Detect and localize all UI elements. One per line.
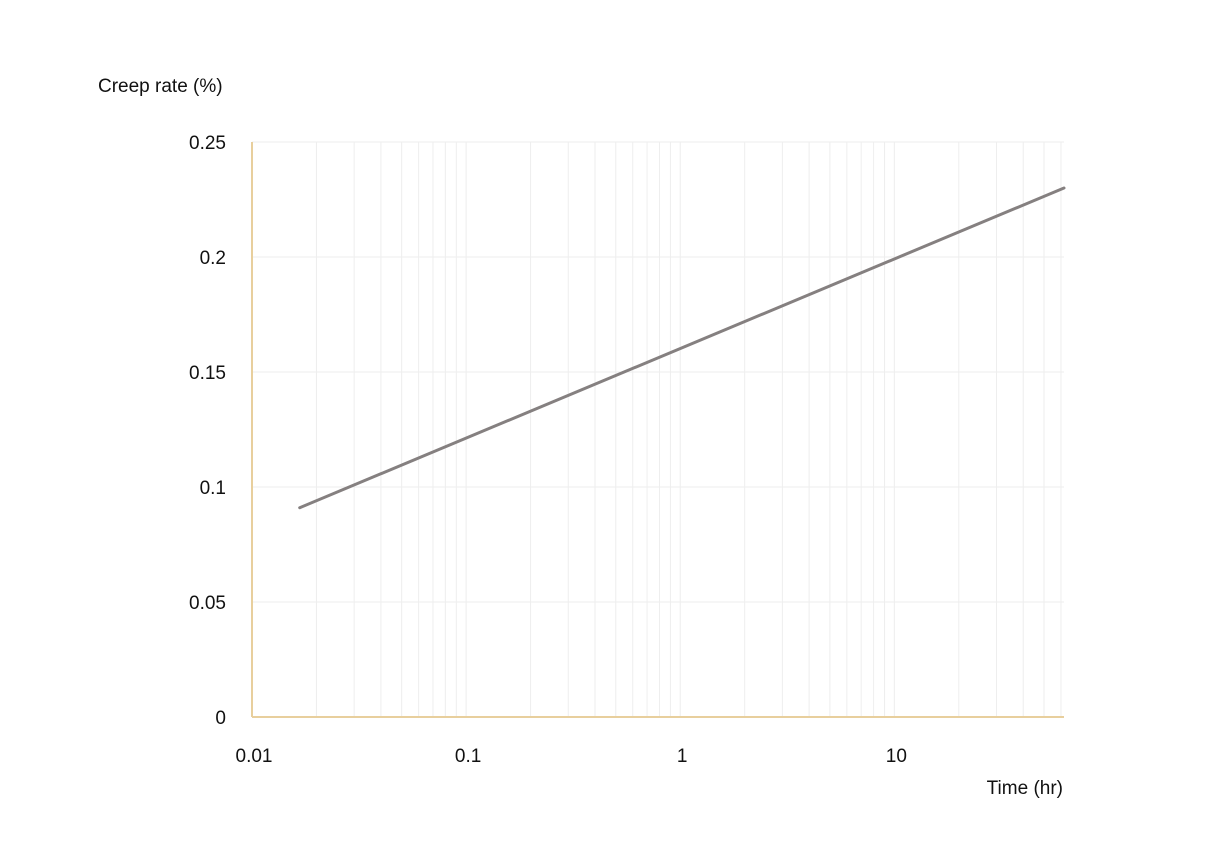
grid (252, 141, 1064, 717)
y-tick-label: 0.15 (189, 363, 226, 384)
x-axis-title: Time (hr) (987, 778, 1063, 799)
x-tick-label: 0.01 (236, 746, 273, 767)
y-tick-label: 0 (215, 708, 226, 729)
series-line-1 (298, 186, 1066, 510)
axes (251, 142, 1064, 718)
y-axis-title: Creep rate (%) (98, 76, 223, 97)
y-tick-label: 0.05 (189, 593, 226, 614)
y-tick-labels: 0 0.05 0.1 0.15 0.2 0.25 (189, 133, 226, 729)
x-tick-label: 1 (677, 746, 688, 767)
series-layer (298, 186, 1066, 510)
x-tick-label: 0.1 (455, 746, 481, 767)
x-tick-label: 10 (886, 746, 907, 767)
y-tick-label: 0.1 (200, 478, 226, 499)
y-tick-label: 0.25 (189, 133, 226, 154)
x-tick-labels: 0.01 0.1 1 10 (236, 746, 907, 767)
y-tick-label: 0.2 (200, 248, 226, 269)
